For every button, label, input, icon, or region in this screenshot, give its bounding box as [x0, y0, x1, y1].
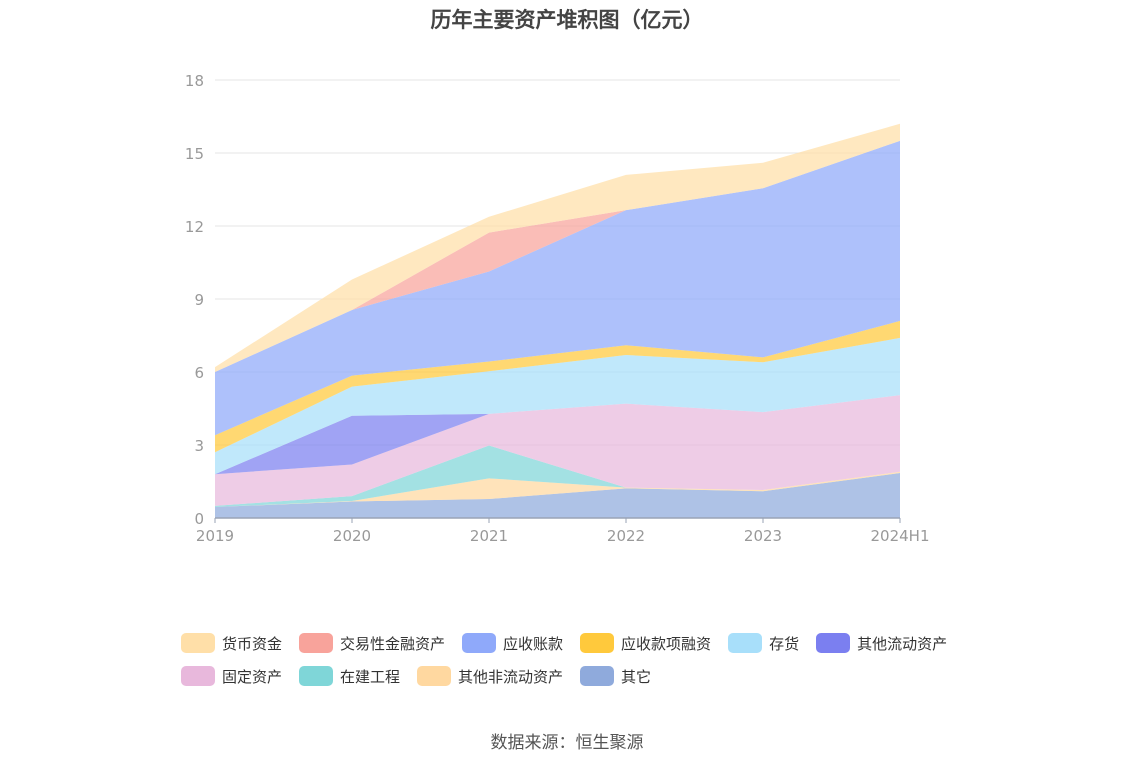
legend-item[interactable]: 其他非流动资产 — [417, 666, 563, 687]
legend-label: 在建工程 — [340, 667, 401, 686]
legend-item[interactable]: 固定资产 — [181, 666, 282, 687]
x-tick-label: 2024H1 — [871, 527, 930, 545]
legend-swatch — [299, 666, 334, 686]
y-tick-label: 12 — [185, 218, 204, 236]
y-tick-label: 3 — [194, 437, 204, 455]
legend-row: 货币资金 交易性金融资产 应收账款 应收款项融资 存货 其他流动资产 — [181, 630, 964, 656]
legend-label: 其它 — [621, 667, 652, 686]
legend-row: 固定资产 在建工程 其他非流动资产 其它 — [181, 663, 668, 689]
legend-label: 存货 — [769, 634, 800, 653]
y-tick-label: 6 — [194, 364, 204, 382]
area-应收款项融资 — [215, 320, 900, 453]
legend-label: 交易性金融资产 — [340, 634, 446, 653]
area-固定资产 — [215, 395, 900, 506]
legend-label: 应收款项融资 — [621, 634, 712, 653]
legend-label: 应收账款 — [503, 634, 564, 653]
legend-swatch — [580, 666, 615, 686]
area-在建工程 — [215, 445, 900, 508]
area-其他流动资产 — [215, 395, 900, 475]
legend-item[interactable]: 应收账款 — [462, 633, 563, 654]
legend-swatch — [299, 633, 334, 653]
legend-item[interactable]: 其它 — [580, 666, 651, 687]
y-tick-label: 0 — [194, 510, 204, 528]
x-tick-label: 2020 — [333, 527, 371, 545]
legend-swatch — [181, 666, 215, 686]
legend-label: 其他流动资产 — [857, 634, 948, 653]
legend-swatch — [181, 633, 215, 653]
legend-item[interactable]: 存货 — [728, 633, 799, 654]
area-series — [215, 123, 900, 518]
legend-item[interactable]: 在建工程 — [299, 666, 400, 687]
data-source-note: 数据来源：恒生聚源 — [490, 733, 644, 753]
legend-item[interactable]: 交易性金融资产 — [299, 633, 445, 654]
y-tick-label: 18 — [185, 72, 204, 90]
legend-swatch — [816, 633, 851, 653]
area-其它 — [215, 472, 900, 518]
area-其他非流动资产 — [215, 471, 900, 508]
legend-swatch — [728, 633, 763, 653]
x-tick-label: 2019 — [196, 527, 234, 545]
axes: 0 3 6 9 12 15 18 2019 2020 2021 2022 2023 2024H1 — [185, 72, 930, 545]
legend-swatch — [580, 633, 615, 653]
area-货币资金 — [215, 123, 900, 372]
legend-label: 其他非流动资产 — [458, 667, 564, 686]
legend-item[interactable]: 货币资金 — [181, 633, 282, 654]
x-tick-label: 2023 — [744, 527, 782, 545]
y-tick-label: 15 — [185, 145, 204, 163]
y-tick-label: 9 — [194, 291, 204, 309]
legend-label: 货币资金 — [222, 634, 283, 653]
x-tick-label: 2022 — [607, 527, 645, 545]
legend-item[interactable]: 其他流动资产 — [816, 633, 947, 654]
legend-label: 固定资产 — [222, 667, 283, 686]
chart-title: 历年主要资产堆积图（亿元） — [430, 8, 704, 32]
legend-swatch — [462, 633, 497, 653]
legend-swatch — [417, 666, 452, 686]
legend-item[interactable]: 应收款项融资 — [580, 633, 711, 654]
stacked-area-chart: 0 3 6 9 12 15 18 2019 2020 2021 2022 2023 2024H1 — [185, 72, 930, 545]
area-存货 — [215, 337, 900, 475]
area-应收账款 — [215, 140, 900, 436]
x-tick-label: 2021 — [470, 527, 508, 545]
